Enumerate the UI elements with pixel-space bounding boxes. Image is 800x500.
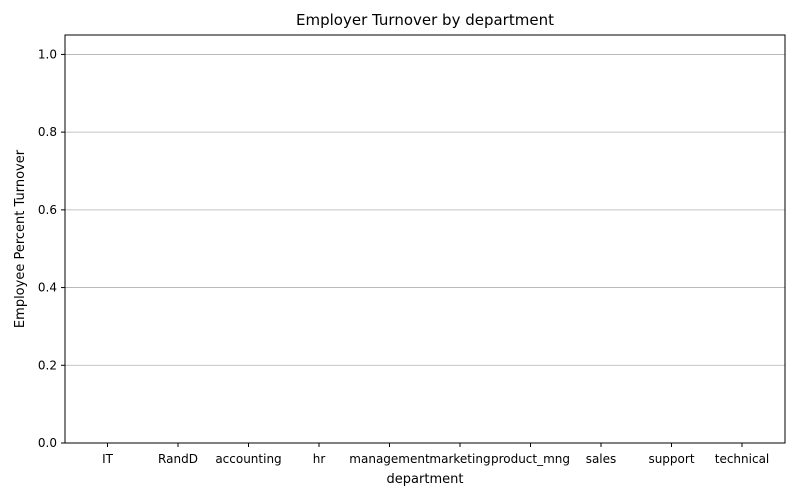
x-tick-label: technical: [715, 452, 770, 466]
x-tick-label: marketing: [429, 452, 490, 466]
x-axis-label: department: [387, 472, 464, 487]
x-tick-label: accounting: [215, 452, 281, 466]
x-tick-label: support: [648, 452, 694, 466]
x-tick-label: IT: [102, 452, 114, 466]
y-tick-label: 0.8: [38, 125, 57, 139]
x-tick-label: sales: [586, 452, 617, 466]
y-tick-label: 0.4: [38, 281, 57, 295]
y-tick-label: 0.2: [38, 358, 57, 372]
x-axis-ticks: IT RandD accounting hr management marketing pr…: [102, 443, 769, 466]
x-tick-label: management: [349, 452, 430, 466]
y-axis-label: Employee Percent Turnover: [13, 149, 28, 328]
plot-area-frame: [64, 34, 786, 444]
x-tick-label: product_mng: [491, 452, 570, 466]
x-tick-label: RandD: [158, 452, 198, 466]
y-tick-label: 0.0: [38, 436, 57, 450]
chart-title: Employer Turnover by department: [296, 11, 554, 29]
y-tick-label: 0.6: [38, 203, 57, 217]
axes: [64, 34, 786, 444]
grid-lines: [65, 54, 785, 444]
y-axis-ticks: 0.0 0.2 0.4 0.6 0.8 1.0: [38, 47, 65, 450]
y-tick-label: 1.0: [38, 47, 57, 61]
x-tick-label: hr: [313, 452, 326, 466]
